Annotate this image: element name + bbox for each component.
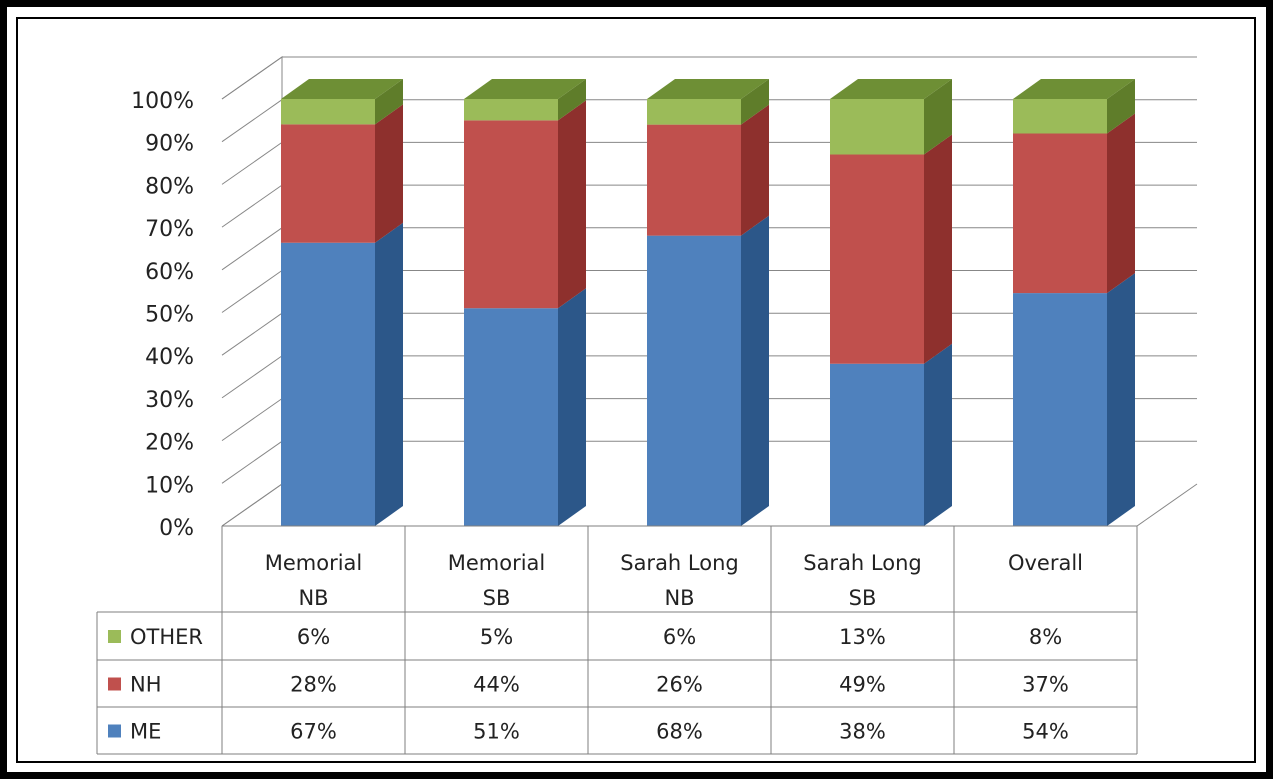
y-tick-label: 10% [145, 473, 194, 498]
y-tick-label: 70% [145, 217, 194, 242]
bar-segment-side [924, 343, 952, 526]
bar-segment [464, 99, 558, 121]
bar-segment-side [558, 100, 586, 309]
bar-segment-side [924, 79, 952, 155]
side-gridline [221, 398, 283, 442]
legend-label: ME [130, 720, 161, 744]
y-tick-label: 60% [145, 260, 194, 285]
bar-segment-top [647, 79, 769, 99]
bar-segment-side [375, 104, 403, 243]
bar-segment-side [924, 134, 952, 364]
y-tick-label: 40% [145, 345, 194, 370]
y-axis: 0% 10% 20% 30% 40% 50% 60% 70% 80% 90% 100% [131, 89, 194, 541]
bar-segment-side [558, 79, 586, 121]
bar-segment [281, 99, 375, 125]
table-cell-value: 49% [839, 673, 886, 697]
bar-segment-top [281, 79, 403, 99]
bar-segment [830, 99, 924, 155]
bar-segment-side [375, 222, 403, 527]
chart-bars [281, 79, 1135, 527]
category-label: Memorial [448, 551, 546, 575]
bar-segment-side [1107, 273, 1135, 526]
bar-segment [281, 124, 375, 243]
side-gridline [221, 141, 283, 185]
bar-segment [1013, 133, 1107, 294]
table-cell-value: 28% [290, 673, 337, 697]
table-cell-value: 68% [656, 720, 703, 744]
side-gridline [221, 56, 283, 100]
side-gridline [221, 99, 283, 143]
bar-segment [464, 120, 558, 309]
bar-segment-top [464, 79, 586, 99]
category-label: Overall [1008, 551, 1083, 575]
y-tick-label: 0% [159, 516, 194, 541]
table-cell-value: 26% [656, 673, 703, 697]
bar-segment-side [1107, 113, 1135, 294]
bar-segment-side [741, 79, 769, 125]
data-table: Memorial NB Memorial SB Sarah Long NB Sarah Lo… [96, 525, 1138, 755]
y-tick-label: 100% [131, 89, 194, 114]
bar-segment-side [741, 215, 769, 526]
table-cell-value: 6% [663, 625, 696, 649]
table-cell-value: 6% [297, 625, 330, 649]
bar-segment [1013, 99, 1107, 134]
chart-inner-border [16, 17, 1256, 763]
category-label: SB [849, 586, 877, 610]
bar-segment-top [1013, 79, 1135, 99]
bar-segment-side [375, 79, 403, 125]
table-cell-value: 13% [839, 625, 886, 649]
bar-segment [1013, 293, 1107, 526]
category-label: Memorial [265, 551, 363, 575]
bar-segment [647, 99, 741, 125]
side-gridline [221, 227, 283, 271]
bar-segment-side [558, 288, 586, 526]
bar-segment-top [830, 79, 952, 99]
side-gridline [221, 483, 283, 527]
category-label: NB [298, 586, 328, 610]
bar-segment [647, 124, 741, 236]
legend-key-other [108, 630, 121, 643]
table-cell-value: 5% [480, 625, 513, 649]
y-tick-label: 20% [145, 431, 194, 456]
bar-segment-side [741, 104, 769, 236]
bar-segment [830, 154, 924, 364]
bar-segment [281, 242, 375, 527]
category-label: NB [664, 586, 694, 610]
y-tick-label: 80% [145, 174, 194, 199]
side-gridline [221, 184, 283, 228]
category-label: SB [483, 586, 511, 610]
table-cell-value: 44% [473, 673, 520, 697]
side-gridline [221, 312, 283, 356]
side-gridline [221, 270, 283, 313]
y-tick-label: 90% [145, 132, 194, 157]
bar-segment-side [1107, 79, 1135, 134]
bar-segment [830, 363, 924, 526]
side-gridline [221, 440, 283, 484]
legend-key-nh [108, 677, 121, 691]
y-tick-label: 50% [145, 303, 194, 328]
bar-segment [464, 308, 558, 526]
table-cell-value: 37% [1022, 673, 1069, 697]
table-cell-value: 38% [839, 720, 886, 744]
table-cell-value: 54% [1022, 720, 1069, 744]
table-cell-value: 51% [473, 720, 520, 744]
bar-segment [647, 235, 741, 526]
category-label: Sarah Long [803, 551, 922, 575]
y-tick-label: 30% [145, 388, 194, 413]
table-cell-value: 8% [1029, 625, 1062, 649]
legend-label: NH [130, 673, 162, 697]
legend-key-me [108, 724, 121, 738]
side-gridline [221, 355, 283, 399]
legend-label: OTHER [130, 625, 203, 649]
table-cell-value: 67% [290, 720, 337, 744]
category-label: Sarah Long [620, 551, 739, 575]
